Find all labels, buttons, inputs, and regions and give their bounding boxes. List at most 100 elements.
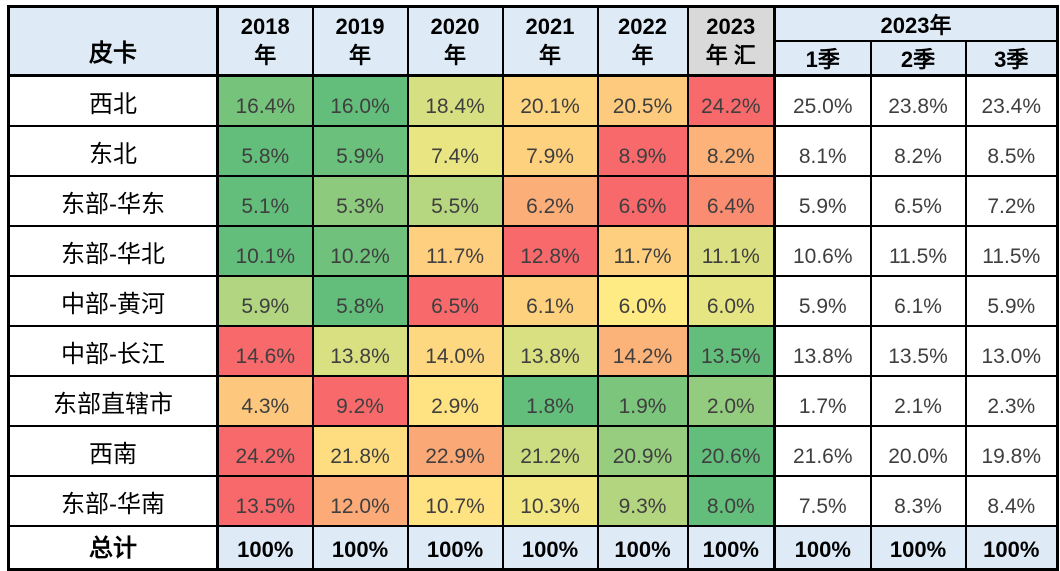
- quarter-value-cell: 8.5%: [964, 125, 1059, 177]
- year-value-cell: 21.2%: [501, 425, 599, 477]
- quarter-value-cell: 6.1%: [869, 275, 967, 327]
- year-value-cell: 6.6%: [596, 175, 689, 227]
- year-value-cell: 13.5%: [216, 475, 314, 527]
- quarter-value-cell: 5.9%: [773, 175, 872, 227]
- quarter-value-cell: 1.7%: [773, 375, 872, 427]
- year-value-cell: 7.4%: [406, 125, 504, 177]
- year-value-cell: 14.2%: [596, 325, 689, 377]
- year-value-cell: 22.9%: [406, 425, 504, 477]
- table-body: 西北 16.4% 16.0% 18.4% 20.1% 20.5% 24.2% 2…: [7, 74, 1059, 527]
- year-value-cell: 16.4%: [216, 74, 314, 127]
- pickup-region-share-table: 皮卡 2018 年 2019 年 2020 年 2021 年 2022 年 20…: [7, 5, 1059, 571]
- region-label: 东部-华北: [7, 225, 219, 277]
- year-value-cell: 14.0%: [406, 325, 504, 377]
- quarter-value-cell: 10.6%: [773, 225, 872, 277]
- year-value-cell: 13.5%: [686, 325, 776, 377]
- year-value-cell: 11.7%: [406, 225, 504, 277]
- year-value-cell: 13.8%: [311, 325, 409, 377]
- year-header-2021: 2021 年: [501, 5, 599, 77]
- quarter-value-cell: 6.5%: [869, 175, 967, 227]
- year-header-2023ytd: 2023 年 汇: [686, 5, 776, 77]
- year-value-cell: 10.2%: [311, 225, 409, 277]
- quarter-value-cell: 19.8%: [964, 425, 1059, 477]
- quarter-value-cell: 23.8%: [869, 74, 967, 127]
- year-value-cell: 11.7%: [596, 225, 689, 277]
- quarter-value-cell: 13.8%: [773, 325, 872, 377]
- total-cell: 100%: [406, 525, 504, 571]
- total-cell: 100%: [596, 525, 689, 571]
- total-cell: 100%: [501, 525, 599, 571]
- year-value-cell: 5.9%: [216, 275, 314, 327]
- table-row: 东北 5.8% 5.9% 7.4% 7.9% 8.9% 8.2% 8.1% 8.…: [7, 125, 1059, 177]
- year-value-cell: 11.1%: [686, 225, 776, 277]
- year-value-cell: 21.8%: [311, 425, 409, 477]
- year-value-cell: 5.9%: [311, 125, 409, 177]
- year-value-cell: 4.3%: [216, 375, 314, 427]
- header-row-years: 皮卡 2018 年 2019 年 2020 年 2021 年 2022 年 20…: [7, 5, 1059, 77]
- total-cell: 100%: [964, 525, 1059, 571]
- region-label: 东部直辖市: [7, 375, 219, 427]
- year-value-cell: 1.9%: [596, 375, 689, 427]
- table-row: 东部-华南 13.5% 12.0% 10.7% 10.3% 9.3% 8.0% …: [7, 475, 1059, 527]
- year-value-cell: 10.7%: [406, 475, 504, 527]
- year-value-cell: 10.3%: [501, 475, 599, 527]
- year-value-cell: 6.4%: [686, 175, 776, 227]
- quarter-value-cell: 8.3%: [869, 475, 967, 527]
- year-value-cell: 12.8%: [501, 225, 599, 277]
- table-row: 东部-华北 10.1% 10.2% 11.7% 12.8% 11.7% 11.1…: [7, 225, 1059, 277]
- corner-label: 皮卡: [7, 5, 219, 77]
- year-header-2019: 2019 年: [311, 5, 409, 77]
- year-value-cell: 8.2%: [686, 125, 776, 177]
- year-value-cell: 18.4%: [406, 74, 504, 127]
- year-value-cell: 20.5%: [596, 74, 689, 127]
- quarter-value-cell: 11.5%: [964, 225, 1059, 277]
- year-header-2022: 2022 年: [596, 5, 689, 77]
- quarter-value-cell: 21.6%: [773, 425, 872, 477]
- year-value-cell: 6.0%: [596, 275, 689, 327]
- total-cell: 100%: [686, 525, 776, 571]
- region-label: 中部-长江: [7, 325, 219, 377]
- year-value-cell: 10.1%: [216, 225, 314, 277]
- region-label: 东部-华南: [7, 475, 219, 527]
- year-value-cell: 6.5%: [406, 275, 504, 327]
- total-label: 总计: [7, 525, 219, 571]
- quarter-value-cell: 5.9%: [773, 275, 872, 327]
- quarter-value-cell: 25.0%: [773, 74, 872, 127]
- year-value-cell: 5.8%: [216, 125, 314, 177]
- year-value-cell: 24.2%: [686, 74, 776, 127]
- quarter-value-cell: 23.4%: [964, 74, 1059, 127]
- year-value-cell: 5.5%: [406, 175, 504, 227]
- year-header-2018: 2018 年: [216, 5, 314, 77]
- quarter-value-cell: 5.9%: [964, 275, 1059, 327]
- header-row-quarters: 1季 2季 3季: [9, 40, 1059, 77]
- year-value-cell: 20.9%: [596, 425, 689, 477]
- quarter-value-cell: 8.4%: [964, 475, 1059, 527]
- quarter-header-q1: 1季: [773, 40, 872, 77]
- table-row: 西北 16.4% 16.0% 18.4% 20.1% 20.5% 24.2% 2…: [7, 74, 1059, 127]
- table-row: 中部-长江 14.6% 13.8% 14.0% 13.8% 14.2% 13.5…: [7, 325, 1059, 377]
- year-value-cell: 20.6%: [686, 425, 776, 477]
- year-value-cell: 6.0%: [686, 275, 776, 327]
- table-row: 东部直辖市 4.3% 9.2% 2.9% 1.8% 1.9% 2.0% 1.7%…: [7, 375, 1059, 427]
- quarter-value-cell: 7.2%: [964, 175, 1059, 227]
- quarter-value-cell: 13.5%: [869, 325, 967, 377]
- year-value-cell: 5.3%: [311, 175, 409, 227]
- year-header-2020: 2020 年: [406, 5, 504, 77]
- total-cell: 100%: [869, 525, 967, 571]
- year-value-cell: 12.0%: [311, 475, 409, 527]
- year-value-cell: 13.8%: [501, 325, 599, 377]
- year-value-cell: 8.9%: [596, 125, 689, 177]
- year-value-cell: 24.2%: [216, 425, 314, 477]
- quarter-group-header: 2023年: [773, 5, 1059, 42]
- table-footer: 总计 100% 100% 100% 100% 100% 100% 100% 10…: [7, 525, 1059, 571]
- heatmap-table: 皮卡 2018 年 2019 年 2020 年 2021 年 2022 年 20…: [7, 5, 1059, 571]
- region-label: 东部-华东: [7, 175, 219, 227]
- year-value-cell: 5.8%: [311, 275, 409, 327]
- quarter-header-q2: 2季: [869, 40, 967, 77]
- quarter-value-cell: 8.2%: [869, 125, 967, 177]
- quarter-value-cell: 11.5%: [869, 225, 967, 277]
- total-cell: 100%: [216, 525, 314, 571]
- region-label: 中部-黄河: [7, 275, 219, 327]
- year-value-cell: 9.2%: [311, 375, 409, 427]
- year-value-cell: 2.9%: [406, 375, 504, 427]
